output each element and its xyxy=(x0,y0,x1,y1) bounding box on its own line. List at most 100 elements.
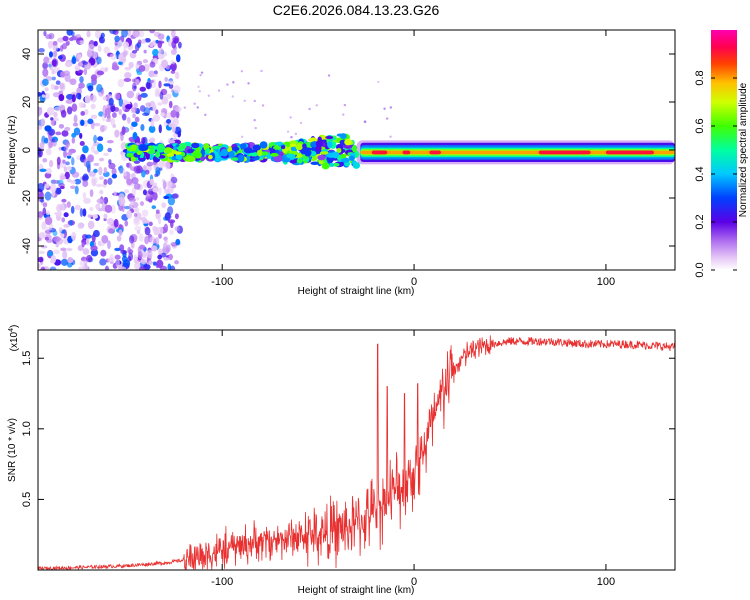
spectrogram-speckle xyxy=(389,135,392,138)
spectrogram-band-blob xyxy=(239,143,247,149)
spectrogram-speckle xyxy=(92,51,98,59)
spectrogram-speckle xyxy=(286,130,290,133)
spectrogram-speckle xyxy=(101,234,109,244)
spectrogram-speckle xyxy=(144,226,151,236)
spectrogram-speckle xyxy=(41,221,47,230)
spectrogram-speckle xyxy=(138,65,146,72)
spectrogram-speckle xyxy=(71,56,77,65)
spectrogram-speckle xyxy=(65,40,70,46)
spectrogram-speckle xyxy=(85,254,93,263)
spectrogram-speckle xyxy=(58,227,63,233)
spectrogram-speckle xyxy=(74,185,79,195)
spectrogram-speckle xyxy=(108,97,114,106)
spectrogram-band-blob xyxy=(197,143,203,148)
spectrogram-speckle xyxy=(78,266,86,270)
snr-x-ticks: -100 0 100 xyxy=(211,330,615,588)
spectrogram-speckle xyxy=(46,210,51,216)
spectrogram-speckle xyxy=(103,213,108,219)
spectrogram-speckle xyxy=(163,223,169,233)
spectrogram-speckle xyxy=(154,87,161,94)
spectrogram-band-blob xyxy=(289,143,297,147)
spectrogram-speckle xyxy=(42,207,47,216)
spectrogram-x-tick-label: 0 xyxy=(411,276,417,288)
spectrogram-speckle xyxy=(163,195,170,200)
spectrogram-speckle xyxy=(97,136,104,142)
spectrogram-speckle xyxy=(132,113,136,119)
spectrogram-speckle xyxy=(232,81,235,84)
spectrogram-speckle xyxy=(71,157,75,166)
spectrogram-band-blob xyxy=(332,162,340,167)
spectrogram-speckle xyxy=(46,106,55,116)
spectrogram-speckle xyxy=(45,168,53,174)
spectrogram-speckle xyxy=(63,224,71,228)
spectrogram-speckle xyxy=(64,171,70,180)
spectrogram-speckle xyxy=(64,61,72,68)
spectrogram-speckle xyxy=(168,123,175,128)
spectrogram-speckle xyxy=(48,141,54,149)
spectrogram-speckle xyxy=(121,126,126,136)
spectrogram-speckle xyxy=(42,202,48,208)
spectrogram-speckle xyxy=(38,182,45,192)
spectrogram-speckle xyxy=(39,191,45,199)
spectrogram-speckle xyxy=(131,177,139,185)
spectrogram-speckle xyxy=(86,49,93,58)
spectrogram-speckle xyxy=(52,40,58,47)
spectrogram-speckle xyxy=(102,96,107,101)
spectrogram-speckle xyxy=(60,71,66,78)
spectrogram-band-blob xyxy=(154,151,161,158)
spectrogram-speckle xyxy=(55,80,61,85)
spectrogram-speckle xyxy=(39,141,45,150)
spectrogram-speckle xyxy=(105,118,112,123)
spectrogram-speckle xyxy=(148,79,155,84)
spectrogram-speckle xyxy=(253,99,256,103)
spectrogram-speckle xyxy=(93,162,100,167)
spectrogram-speckle xyxy=(58,183,65,188)
spectrogram-speckle xyxy=(65,161,70,166)
spectrogram-speckle xyxy=(167,39,173,47)
spectrogram-speckle xyxy=(157,254,162,260)
spectrogram-speckle xyxy=(82,208,87,217)
spectrogram-speckle xyxy=(133,213,138,217)
spectrogram-speckle xyxy=(90,103,96,110)
spectrogram-speckle xyxy=(168,140,176,144)
spectrogram-speckle xyxy=(43,56,50,65)
spectrogram-speckle xyxy=(327,74,331,77)
spectrogram-speckle xyxy=(157,102,163,106)
spectrogram-speckle xyxy=(104,204,113,213)
spectrogram-band-blob xyxy=(352,162,361,169)
spectrogram-speckle xyxy=(69,78,77,86)
spectrogram-band-peak xyxy=(371,150,388,155)
spectrogram-band-blob xyxy=(339,153,347,159)
spectrogram-speckle xyxy=(111,173,118,179)
spectrogram-speckle xyxy=(103,166,108,174)
spectrogram-speckle xyxy=(260,69,263,73)
spectrogram-speckle xyxy=(108,159,112,165)
spectrogram-band-blob xyxy=(296,158,303,164)
colorbar-tick-label: 0.6 xyxy=(694,118,706,133)
spectrogram-speckle xyxy=(157,218,162,225)
spectrogram-speckle xyxy=(45,148,52,156)
spectrogram-speckle xyxy=(141,137,146,144)
spectrogram-speckle xyxy=(170,110,177,118)
spectrogram-speckle xyxy=(44,87,49,92)
spectrogram-speckle xyxy=(121,102,126,112)
spectrogram-speckle xyxy=(253,119,256,122)
spectrogram-speckle xyxy=(109,254,114,262)
spectrogram-speckle xyxy=(48,51,54,58)
spectrogram-band-blob xyxy=(256,148,263,157)
spectrogram-speckle xyxy=(95,203,101,210)
spectrogram-speckle xyxy=(96,143,104,153)
spectrogram-speckle xyxy=(98,157,105,162)
spectrogram-speckle xyxy=(134,262,141,270)
spectrogram-speckle xyxy=(150,73,159,78)
spectrogram-band-blob xyxy=(186,148,194,154)
spectrogram-speckle xyxy=(123,172,127,177)
spectrogram-speckle xyxy=(63,212,69,218)
spectrogram-speckle xyxy=(137,94,142,102)
spectrogram-band-blob xyxy=(179,142,187,150)
spectrogram-speckle xyxy=(151,182,158,188)
spectrogram-speckle xyxy=(158,48,164,55)
spectrogram-band-blob xyxy=(321,162,330,170)
spectrogram-speckle xyxy=(71,137,76,144)
spectrogram-band-blob xyxy=(174,151,182,155)
